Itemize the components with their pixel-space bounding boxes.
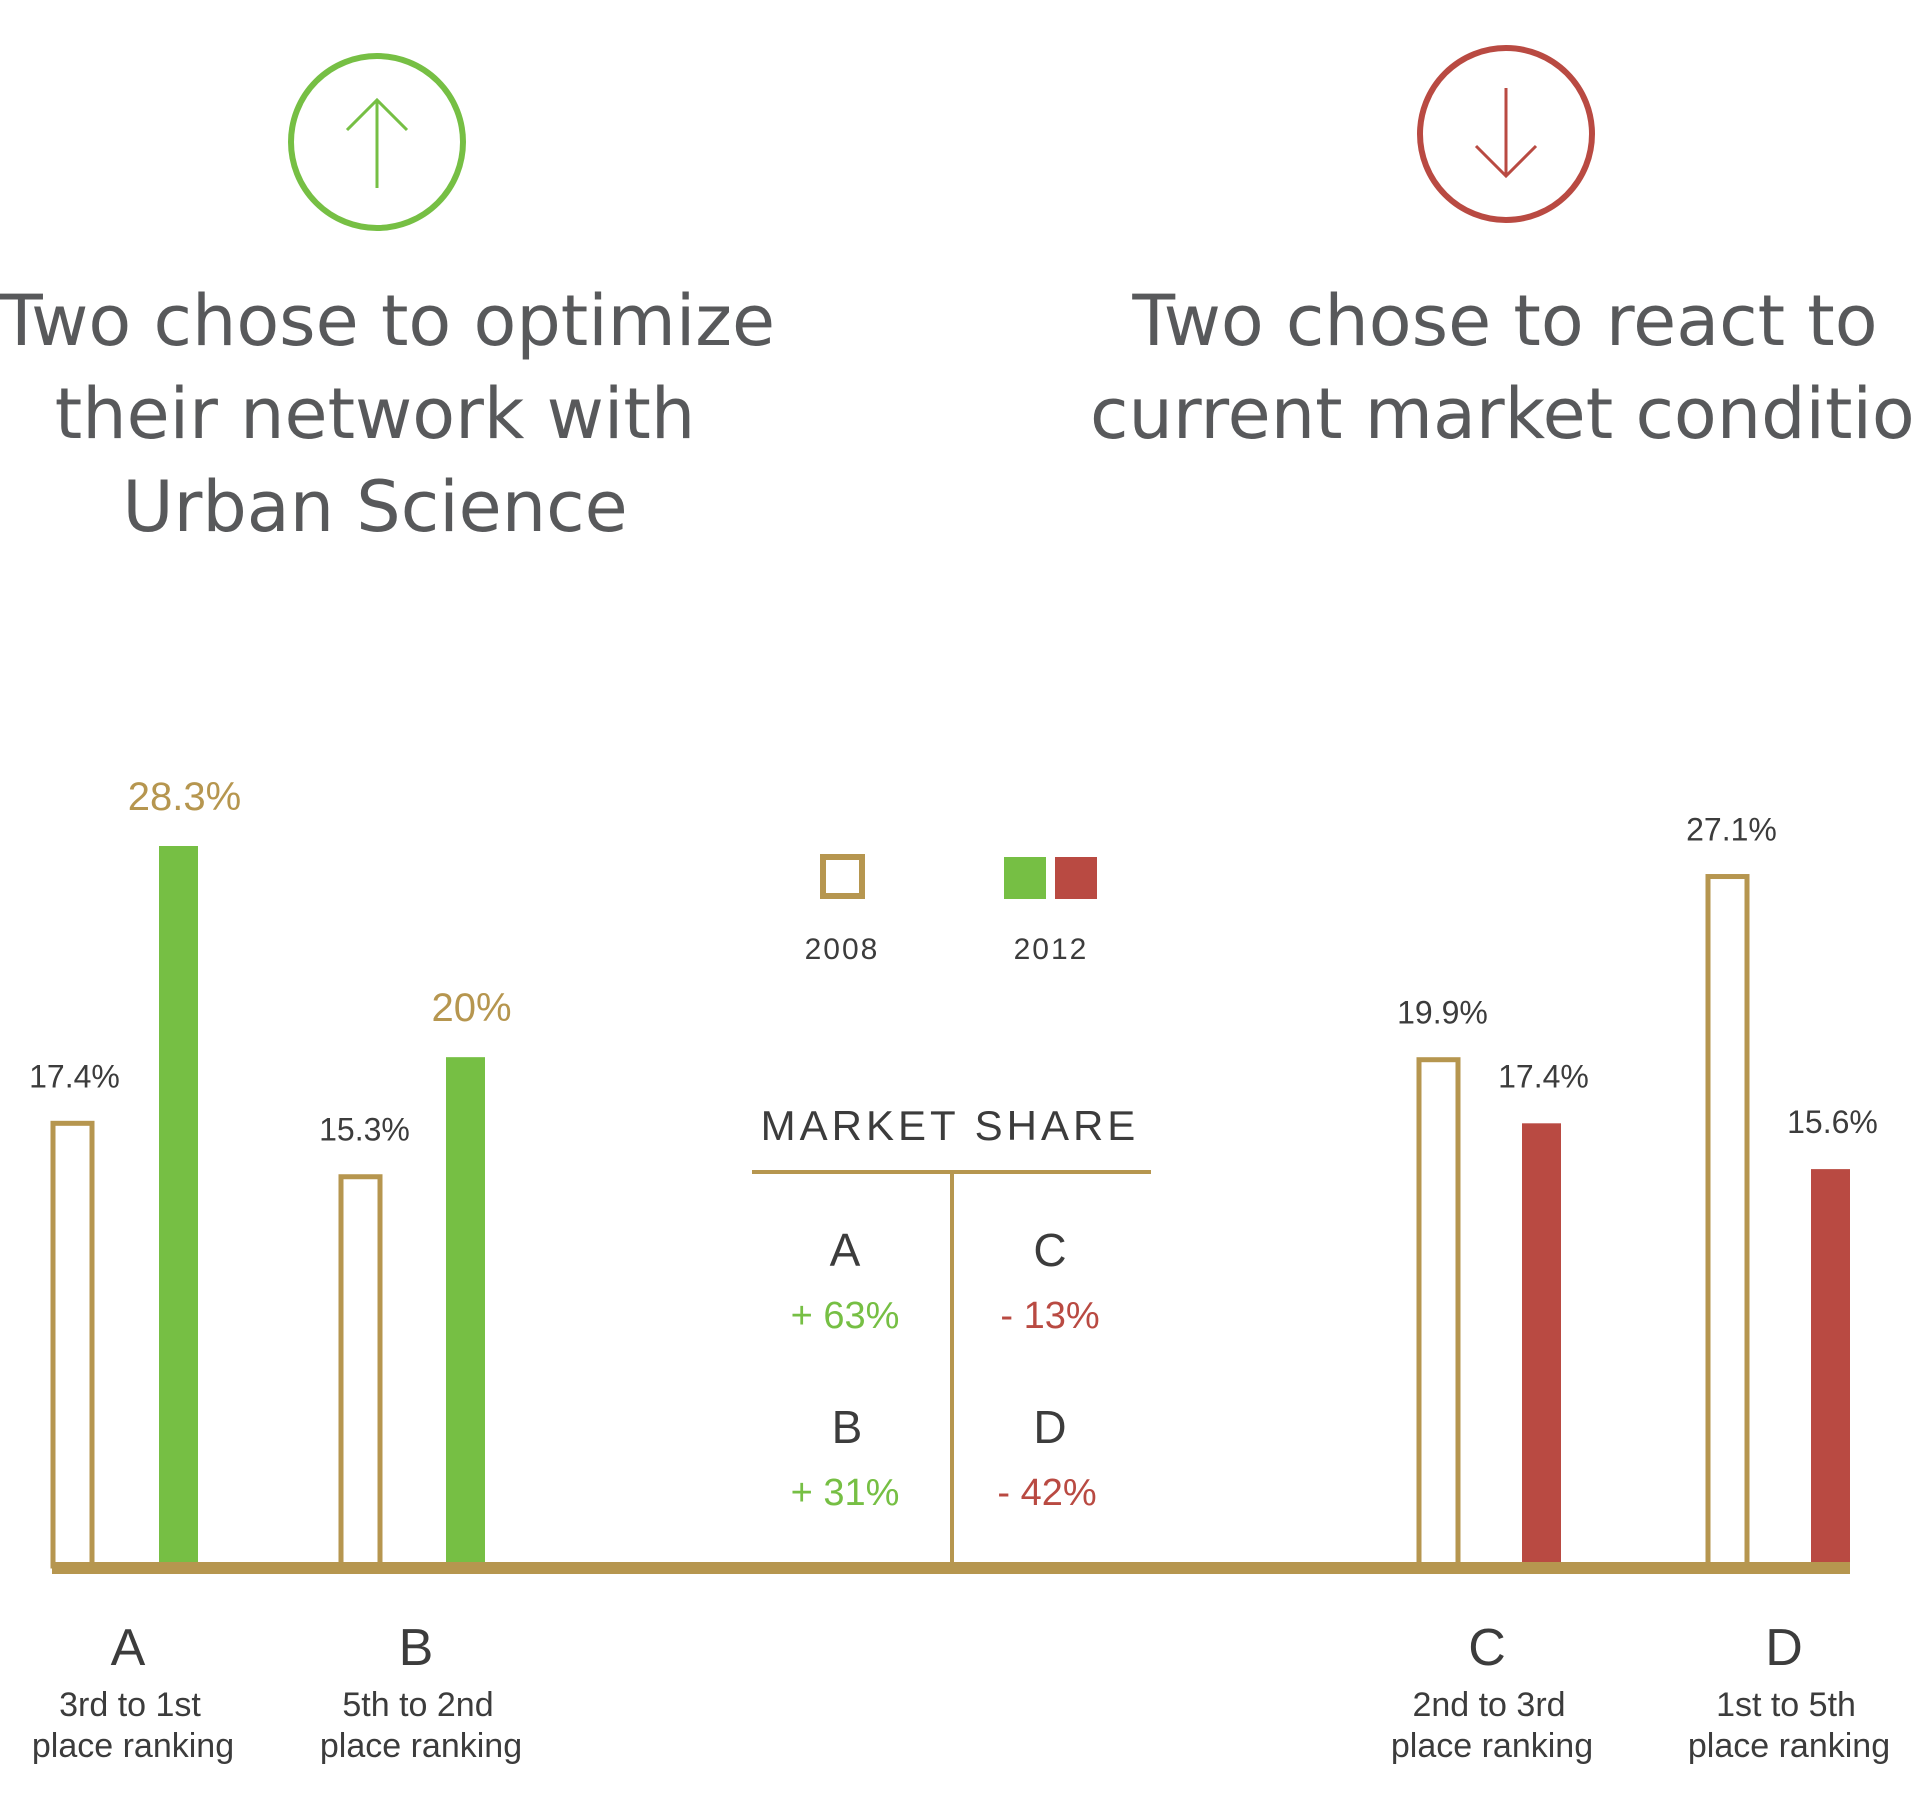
bar-2012-d	[1811, 1169, 1850, 1566]
left-headline-line: their network with	[54, 373, 696, 455]
legend-swatch-2012-red	[1055, 857, 1097, 899]
bar-2012-a	[159, 846, 198, 1566]
category-sublabel-a: place ranking	[32, 1727, 234, 1765]
category-sublabel-a: 3rd to 1st	[59, 1686, 201, 1724]
data-label-2008-a: 17.4%	[29, 1058, 120, 1094]
table-change-a: + 63%	[791, 1295, 900, 1337]
table-name-d: D	[1033, 1401, 1066, 1453]
legend: 2008 2012	[805, 854, 1097, 966]
table-change-b: + 31%	[791, 1472, 900, 1514]
category-sublabel-c: place ranking	[1391, 1727, 1593, 1765]
market-share-table: MARKET SHARE A + 63% B + 31% C - 13% D -…	[752, 1102, 1151, 1567]
category-sublabel-b: place ranking	[320, 1727, 522, 1765]
bar-2008-c	[1416, 1057, 1461, 1569]
right-headline: Two chose to react to current market con…	[1090, 275, 1920, 461]
category-sublabel-d: place ranking	[1688, 1727, 1890, 1765]
category-sublabel-b: 5th to 2nd	[342, 1686, 493, 1724]
table-name-a: A	[830, 1224, 861, 1276]
bar-2008-a	[50, 1120, 95, 1569]
category-label-c: C	[1468, 1619, 1506, 1677]
left-headline-line: Urban Science	[122, 466, 628, 548]
data-label-2012-d: 15.6%	[1787, 1104, 1878, 1140]
arrow-down-circle-icon	[1416, 44, 1596, 224]
category-label-d: D	[1765, 1619, 1803, 1677]
data-label-2012-c: 17.4%	[1498, 1058, 1589, 1094]
bar-2012-b	[446, 1057, 485, 1566]
table-change-d: - 42%	[997, 1472, 1096, 1514]
market-share-title: MARKET SHARE	[761, 1102, 1140, 1149]
right-headline-line: current market conditions	[1090, 373, 1920, 455]
table-name-b: B	[832, 1401, 863, 1453]
data-label-2008-d: 27.1%	[1686, 812, 1777, 848]
bar-2008-d	[1705, 874, 1750, 1569]
bars-group: 17.4% 28.3% 15.3% 20% 19.9% 17.4% 27.1% 15.6%	[29, 775, 1878, 1569]
category-sublabel-c: 2nd to 3rd	[1412, 1686, 1565, 1724]
bar-2008-b	[338, 1174, 383, 1569]
legend-swatch-2012-green	[1004, 857, 1046, 899]
category-sublabel-d: 1st to 5th	[1716, 1686, 1856, 1724]
arrow-up-circle-icon	[287, 52, 467, 232]
left-headline: Two chose to optimize their network with…	[0, 275, 776, 554]
data-label-2012-a: 28.3%	[128, 775, 241, 819]
right-headline-line: Two chose to react to	[1132, 280, 1878, 362]
table-change-c: - 13%	[1000, 1295, 1099, 1337]
category-label-a: A	[111, 1619, 146, 1677]
bar-2012-c	[1522, 1123, 1561, 1566]
category-label-b: B	[399, 1619, 434, 1677]
table-name-c: C	[1033, 1224, 1066, 1276]
legend-label-2008: 2008	[805, 933, 880, 966]
data-label-2008-b: 15.3%	[319, 1112, 410, 1148]
data-label-2012-b: 20%	[431, 986, 511, 1030]
legend-swatch-2008	[820, 854, 865, 899]
data-label-2008-c: 19.9%	[1397, 995, 1488, 1031]
legend-label-2012: 2012	[1014, 933, 1089, 966]
left-headline-line: Two chose to optimize	[0, 280, 776, 362]
